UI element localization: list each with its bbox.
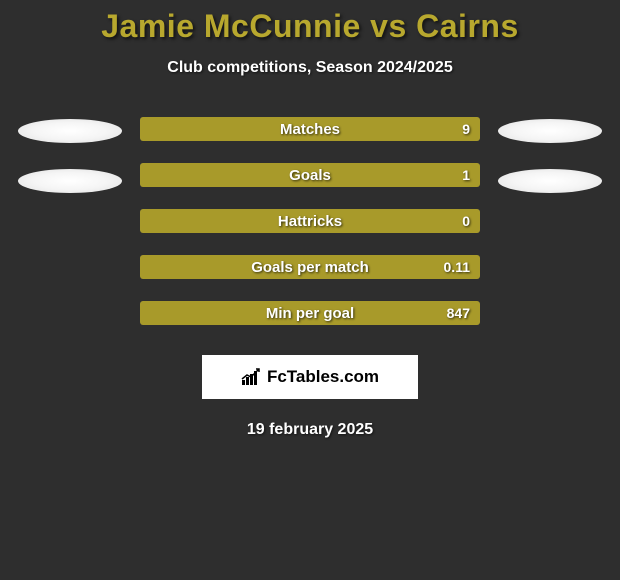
stat-value: 0.11 bbox=[444, 255, 470, 279]
stat-value: 847 bbox=[447, 301, 470, 325]
logo-text: FcTables.com bbox=[267, 367, 379, 387]
page-title: Jamie McCunnie vs Cairns bbox=[0, 8, 620, 45]
player-left-photo-1 bbox=[18, 119, 122, 143]
player-right-column bbox=[498, 117, 602, 193]
subtitle: Club competitions, Season 2024/2025 bbox=[0, 59, 620, 77]
stat-row-goals-per-match: Goals per match 0.11 bbox=[140, 255, 480, 279]
stats-area: Matches 9 Goals 1 Hattricks 0 Goals per … bbox=[0, 117, 620, 325]
stat-value: 1 bbox=[462, 163, 470, 187]
stat-row-min-per-goal: Min per goal 847 bbox=[140, 301, 480, 325]
stat-label: Goals bbox=[140, 163, 480, 187]
stat-label: Min per goal bbox=[140, 301, 480, 325]
stat-label: Goals per match bbox=[140, 255, 480, 279]
player-right-photo-1 bbox=[498, 119, 602, 143]
player-left-column bbox=[18, 117, 122, 193]
stat-label: Hattricks bbox=[140, 209, 480, 233]
stat-bars: Matches 9 Goals 1 Hattricks 0 Goals per … bbox=[140, 117, 480, 325]
stat-row-matches: Matches 9 bbox=[140, 117, 480, 141]
date-text: 19 february 2025 bbox=[0, 421, 620, 439]
stat-row-hattricks: Hattricks 0 bbox=[140, 209, 480, 233]
chart-icon bbox=[241, 368, 263, 386]
stat-label: Matches bbox=[140, 117, 480, 141]
comparison-card: Jamie McCunnie vs Cairns Club competitio… bbox=[0, 0, 620, 439]
logo-box: FcTables.com bbox=[202, 355, 418, 399]
stat-row-goals: Goals 1 bbox=[140, 163, 480, 187]
stat-value: 9 bbox=[462, 117, 470, 141]
stat-value: 0 bbox=[462, 209, 470, 233]
player-left-photo-2 bbox=[18, 169, 122, 193]
player-right-photo-2 bbox=[498, 169, 602, 193]
